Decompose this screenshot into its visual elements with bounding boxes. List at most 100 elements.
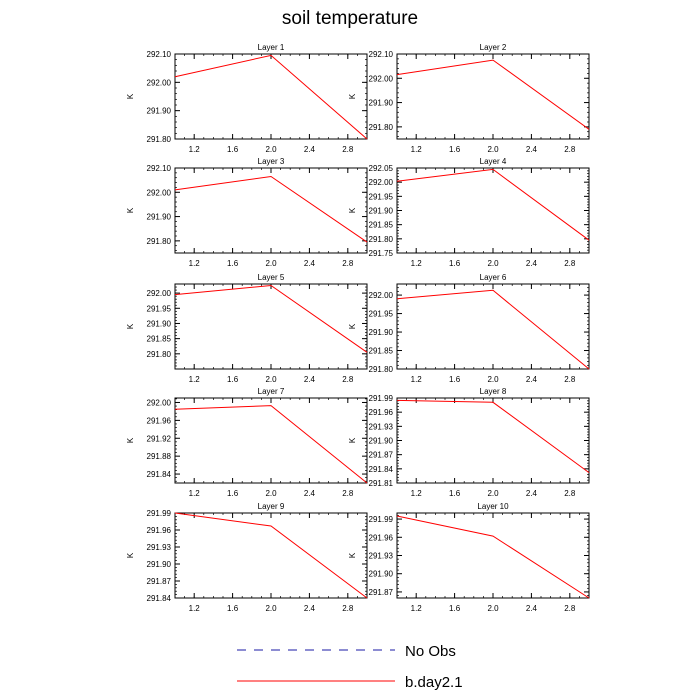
y-tick-label: 291.90 bbox=[147, 319, 172, 328]
y-tick-label: 291.90 bbox=[369, 570, 394, 579]
y-axis-label: K bbox=[126, 552, 135, 558]
x-tick-label: 2.0 bbox=[265, 375, 277, 384]
y-tick-label: 291.90 bbox=[147, 560, 172, 569]
x-tick-label: 1.6 bbox=[227, 489, 239, 498]
y-axis-label: K bbox=[126, 437, 135, 443]
x-tick-label: 1.2 bbox=[189, 145, 201, 154]
x-tick-label: 2.8 bbox=[564, 145, 576, 154]
series-line-b.day2.1 bbox=[174, 405, 368, 484]
y-tick-label: 291.80 bbox=[369, 365, 394, 374]
x-tick-label: 2.8 bbox=[342, 145, 354, 154]
y-axis-label: K bbox=[348, 207, 357, 213]
panel-title: Layer 3 bbox=[258, 157, 285, 166]
y-tick-label: 291.90 bbox=[369, 207, 394, 216]
plot-frame bbox=[396, 53, 590, 140]
y-tick-label: 291.93 bbox=[369, 552, 394, 561]
series-line-b.day2.1 bbox=[396, 515, 590, 599]
y-tick-label: 292.10 bbox=[369, 50, 394, 59]
x-tick-label: 2.4 bbox=[304, 375, 316, 384]
chart-panel-9: Layer 9 K 1.2 1.6 2.0 2.4 2.8 291.84 291.87 291.9… bbox=[126, 502, 368, 613]
y-tick-label: 291.75 bbox=[369, 249, 394, 258]
panel-title: Layer 9 bbox=[258, 502, 285, 511]
y-tick-label: 291.85 bbox=[369, 221, 394, 230]
x-tick-label: 1.6 bbox=[227, 259, 239, 268]
y-tick-label: 292.00 bbox=[369, 291, 394, 300]
y-axis-label: K bbox=[126, 323, 135, 329]
chart-panel-2: Layer 2 K 1.2 1.6 2.0 2.4 2.8 291.80 291.90 292.0… bbox=[348, 43, 590, 154]
x-tick-label: 1.2 bbox=[411, 259, 423, 268]
y-tick-label: 292.00 bbox=[369, 74, 394, 83]
plot-frame bbox=[396, 512, 590, 599]
y-tick-label: 292.10 bbox=[147, 164, 172, 173]
x-tick-label: 2.8 bbox=[564, 375, 576, 384]
x-tick-label: 2.8 bbox=[342, 375, 354, 384]
x-tick-label: 1.6 bbox=[449, 604, 461, 613]
chart-panel-4: Layer 4 K 1.2 1.6 2.0 2.4 2.8 291.75 291.80 291.8… bbox=[348, 157, 590, 268]
panel-title: Layer 10 bbox=[477, 502, 509, 511]
y-axis-label: K bbox=[126, 93, 135, 99]
plot-frame bbox=[396, 397, 590, 484]
x-tick-label: 2.4 bbox=[526, 489, 538, 498]
x-tick-label: 2.8 bbox=[564, 489, 576, 498]
y-tick-label: 291.99 bbox=[369, 394, 394, 403]
chart-panel-7: Layer 7 K 1.2 1.6 2.0 2.4 2.8 291.84 291.88 291.9… bbox=[126, 387, 368, 498]
x-tick-label: 1.2 bbox=[411, 604, 423, 613]
series-line-b.day2.1 bbox=[174, 512, 368, 599]
figure-title: soil temperature bbox=[281, 8, 419, 29]
x-tick-label: 2.8 bbox=[342, 489, 354, 498]
x-tick-label: 2.4 bbox=[304, 604, 316, 613]
x-tick-label: 2.4 bbox=[526, 145, 538, 154]
panel-title: Layer 1 bbox=[258, 43, 285, 52]
x-tick-label: 2.8 bbox=[564, 259, 576, 268]
y-tick-label: 291.90 bbox=[369, 437, 394, 446]
series-line-b.day2.1 bbox=[174, 54, 368, 140]
chart-panel-3: Layer 3 K 1.2 1.6 2.0 2.4 2.8 291.80 291.90 292.0… bbox=[126, 157, 368, 268]
series-line-b.day2.1 bbox=[396, 59, 590, 130]
x-tick-label: 1.2 bbox=[411, 489, 423, 498]
y-tick-label: 291.90 bbox=[369, 328, 394, 337]
chart-panel-5: Layer 5 K 1.2 1.6 2.0 2.4 2.8 291.80 291.85 291.9… bbox=[126, 273, 368, 384]
y-tick-label: 291.90 bbox=[147, 213, 172, 222]
x-tick-label: 1.2 bbox=[411, 145, 423, 154]
y-tick-label: 291.99 bbox=[369, 515, 394, 524]
panel-title: Layer 5 bbox=[258, 273, 285, 282]
panel-title: Layer 6 bbox=[480, 273, 507, 282]
x-tick-label: 2.0 bbox=[487, 489, 499, 498]
y-tick-label: 291.99 bbox=[147, 509, 172, 518]
legend-label: b.day2.1 bbox=[405, 674, 463, 691]
y-tick-label: 291.84 bbox=[369, 465, 394, 474]
x-tick-label: 1.6 bbox=[449, 145, 461, 154]
series-line-b.day2.1 bbox=[396, 399, 590, 474]
y-tick-label: 291.84 bbox=[147, 470, 172, 479]
y-tick-label: 291.93 bbox=[147, 543, 172, 552]
y-tick-label: 291.90 bbox=[147, 107, 172, 116]
y-axis-label: K bbox=[348, 323, 357, 329]
y-tick-label: 291.80 bbox=[369, 123, 394, 132]
panel-title: Layer 2 bbox=[480, 43, 507, 52]
x-tick-label: 2.0 bbox=[265, 604, 277, 613]
panel-title: Layer 8 bbox=[480, 387, 507, 396]
x-tick-label: 1.2 bbox=[189, 259, 201, 268]
x-tick-label: 1.2 bbox=[189, 604, 201, 613]
y-tick-label: 291.90 bbox=[369, 99, 394, 108]
y-tick-label: 291.87 bbox=[147, 577, 172, 586]
series-line-b.day2.1 bbox=[396, 289, 590, 370]
y-tick-label: 291.87 bbox=[369, 588, 394, 597]
x-tick-label: 2.0 bbox=[487, 604, 499, 613]
y-tick-label: 291.96 bbox=[147, 526, 172, 535]
y-tick-label: 291.80 bbox=[147, 135, 172, 144]
y-tick-label: 292.00 bbox=[147, 78, 172, 87]
x-tick-label: 1.2 bbox=[189, 375, 201, 384]
y-tick-label: 291.96 bbox=[147, 416, 172, 425]
y-tick-label: 291.93 bbox=[369, 422, 394, 431]
chart-panel-1: Layer 1 K 1.2 1.6 2.0 2.4 2.8 291.80 291.90 292.0… bbox=[126, 43, 368, 154]
y-axis-label: K bbox=[348, 93, 357, 99]
y-tick-label: 291.95 bbox=[369, 310, 394, 319]
y-tick-label: 292.00 bbox=[147, 289, 172, 298]
y-tick-label: 291.84 bbox=[147, 594, 172, 603]
x-tick-label: 2.4 bbox=[526, 259, 538, 268]
y-axis-label: K bbox=[126, 207, 135, 213]
y-tick-label: 291.80 bbox=[369, 235, 394, 244]
series-line-b.day2.1 bbox=[174, 175, 368, 243]
